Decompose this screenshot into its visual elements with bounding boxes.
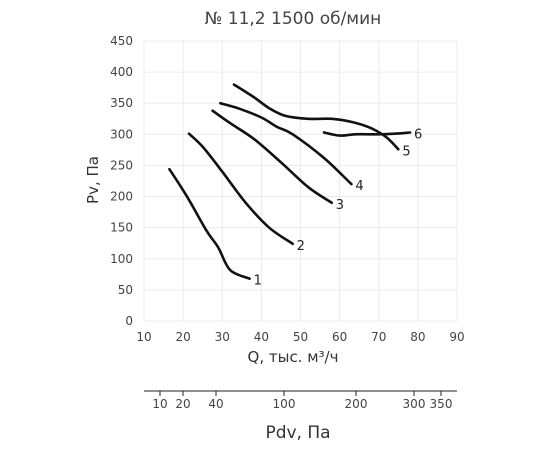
x-axis-label: Q, тыс. м³/ч bbox=[248, 348, 339, 366]
secondary-tick-label: 100 bbox=[273, 397, 296, 411]
y-tick-label: 300 bbox=[110, 127, 133, 141]
x-tick-label: 80 bbox=[410, 330, 425, 344]
axes: 10 20 30 40 50 60 70 80 90 0 50 100 150 200 250 300 350 4… bbox=[110, 34, 465, 344]
y-tick-label: 250 bbox=[110, 158, 133, 172]
x-tick-label: 20 bbox=[175, 330, 190, 344]
grid bbox=[143, 40, 458, 322]
series-label-1: 1 bbox=[254, 274, 262, 289]
series-label-2: 2 bbox=[297, 239, 305, 254]
y-tick-label: 0 bbox=[125, 314, 133, 328]
secondary-tick-label: 200 bbox=[345, 397, 368, 411]
x-tick-label: 30 bbox=[215, 330, 230, 344]
secondary-tick-label: 350 bbox=[430, 397, 453, 411]
y-tick-label: 350 bbox=[110, 96, 133, 110]
x-tick-label: 40 bbox=[254, 330, 269, 344]
series-line-3 bbox=[211, 109, 334, 205]
secondary-tick-label: 10 bbox=[152, 397, 167, 411]
y-tick-label: 400 bbox=[110, 65, 133, 79]
series-line-5 bbox=[232, 83, 400, 151]
y-tick-label: 150 bbox=[110, 221, 133, 235]
series-line-2 bbox=[187, 132, 294, 246]
x-tick-label: 60 bbox=[332, 330, 347, 344]
secondary-axis-label: Pdv, Па bbox=[265, 423, 330, 443]
y-tick-label: 450 bbox=[110, 34, 133, 48]
x-tick-label: 90 bbox=[449, 330, 464, 344]
series-line-1 bbox=[168, 167, 251, 280]
x-tick-label: 10 bbox=[136, 330, 151, 344]
y-tick-label: 50 bbox=[118, 283, 133, 297]
series-line-4 bbox=[219, 101, 353, 186]
series-label-6: 6 bbox=[414, 127, 422, 142]
series-label-3: 3 bbox=[336, 198, 344, 213]
x-tick-label: 70 bbox=[371, 330, 386, 344]
x-tick-label: 50 bbox=[293, 330, 308, 344]
chart-title: № 11,2 1500 об/мин bbox=[205, 9, 382, 29]
series-line-6 bbox=[322, 131, 412, 137]
y-tick-label: 100 bbox=[110, 252, 133, 266]
series-label-4: 4 bbox=[355, 179, 363, 194]
secondary-tick-label: 40 bbox=[208, 397, 223, 411]
series-label-5: 5 bbox=[402, 144, 410, 159]
secondary-tick-label: 20 bbox=[175, 397, 190, 411]
secondary-tick-label: 300 bbox=[403, 397, 426, 411]
y-axis-label: Pv, Па bbox=[84, 156, 102, 204]
y-tick-label: 200 bbox=[110, 190, 133, 204]
secondary-axis-ticks: 10 20 40 100 200 300 350 bbox=[152, 391, 452, 411]
